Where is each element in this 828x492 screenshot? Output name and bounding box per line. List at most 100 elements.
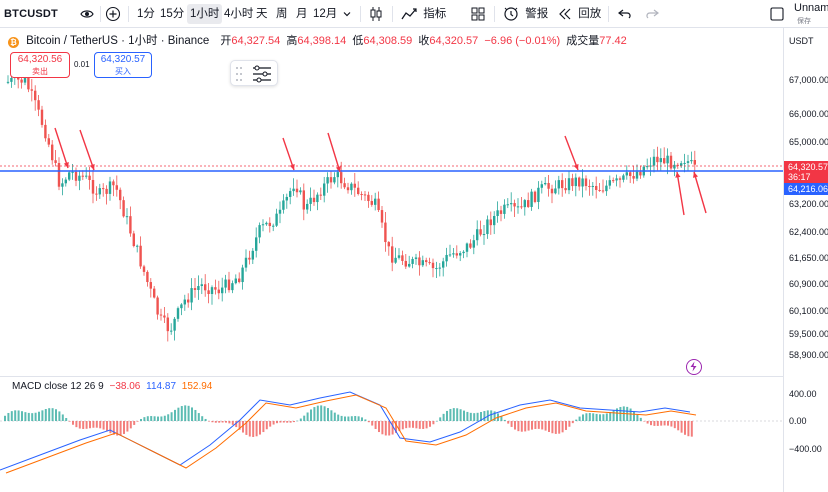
timeframe-month[interactable]: 月 [296, 8, 308, 20]
macd-histogram-bar [588, 412, 591, 421]
candle-body [136, 245, 139, 247]
axis-currency[interactable]: USDT [789, 36, 814, 46]
macd-histogram-bar [34, 412, 37, 421]
candle-body [272, 225, 275, 227]
candle-body [666, 155, 669, 164]
arrow-annotation [564, 135, 579, 171]
macd-histogram-bar [208, 421, 210, 422]
undo-icon[interactable] [618, 0, 632, 28]
macd-histogram-bar [197, 413, 200, 421]
timeframe-1m[interactable]: 1分 [137, 8, 155, 20]
macd-histogram-bar [245, 421, 248, 435]
candle-body [241, 267, 244, 283]
macd-histogram-bar [252, 421, 255, 437]
candle-body [493, 215, 496, 226]
layout-name[interactable]: Unnamed [794, 2, 828, 14]
candle-body [469, 243, 472, 248]
alert-icon [503, 7, 519, 21]
macd-histogram-bar [58, 411, 61, 421]
plus-icon[interactable] [105, 0, 121, 28]
macd-histogram-bar [146, 416, 149, 421]
candles-icon[interactable] [368, 0, 384, 28]
pane-divider[interactable] [0, 376, 783, 377]
candle-body [571, 178, 574, 187]
timeframe-day[interactable]: 天 [256, 8, 268, 20]
macd-histogram-bar [201, 416, 204, 421]
macd-histogram-bar [180, 406, 183, 421]
timeframe-15m[interactable]: 15分 [160, 8, 185, 20]
price-axis[interactable] [783, 28, 828, 492]
candle-body [248, 257, 251, 260]
candle-body [363, 194, 367, 196]
timeframe-12m[interactable]: 12月 [313, 8, 338, 20]
sell-button[interactable]: 64,320.56 卖出 [10, 52, 70, 78]
macd-histogram-bar [14, 410, 17, 421]
arrow-annotation [693, 171, 707, 214]
macd-histogram-bar [235, 421, 238, 428]
redo-icon[interactable] [645, 0, 659, 28]
candle-body [537, 187, 540, 202]
drawing-toolbar-handle[interactable] [230, 60, 278, 86]
candle-body [204, 284, 207, 291]
macd-histogram-bar [422, 421, 425, 429]
buy-button[interactable]: 64,320.57 买入 [94, 52, 152, 78]
lightning-icon[interactable] [686, 359, 702, 375]
candle-body [550, 188, 554, 194]
symbol-search[interactable]: BTCUSDT [4, 8, 58, 20]
candle-body [435, 268, 438, 270]
macd-histogram-bar [503, 419, 506, 421]
candle-body [115, 185, 118, 190]
candle-body [547, 182, 550, 189]
candle-body [584, 178, 588, 187]
macd-histogram-bar [690, 421, 693, 437]
candle-body [431, 262, 435, 269]
timeframe-1h[interactable]: 1小时 [187, 4, 223, 24]
eye-icon[interactable] [80, 0, 94, 28]
candle-body [44, 124, 47, 139]
fullscreen-icon[interactable] [770, 0, 784, 28]
chevron-down-icon[interactable] [342, 0, 352, 28]
macd-histogram-bar [78, 421, 81, 429]
macd-histogram-bar [184, 405, 187, 421]
macd-histogram-bar [449, 408, 452, 421]
candle-body [54, 160, 57, 163]
macd-histogram-bar [41, 410, 44, 421]
replay-button[interactable]: 回放 [558, 0, 601, 28]
candle-body [57, 162, 61, 187]
candle-body [523, 200, 526, 208]
candle-body [292, 188, 295, 192]
macd-histogram-bar [265, 421, 268, 430]
macd-histogram-bar [483, 411, 486, 421]
candle-body [370, 201, 373, 205]
macd-histogram-bar [231, 421, 234, 425]
macd-signal-line [5, 394, 697, 474]
macd-histogram-bar [51, 408, 54, 421]
timeframe-week[interactable]: 周 [276, 8, 288, 20]
macd-histogram-bar [174, 409, 176, 421]
candle-body [544, 182, 547, 185]
macd-tick: −400.00 [789, 444, 822, 454]
macd-histogram-bar [129, 421, 132, 429]
alert-button[interactable]: 警报 [503, 0, 548, 28]
macd-histogram-bar [255, 421, 258, 437]
arrow-annotation [282, 137, 295, 171]
candle-body [462, 251, 465, 254]
replay-icon [558, 8, 572, 20]
layout-icon[interactable] [470, 0, 486, 28]
timeframe-4h[interactable]: 4小时 [224, 8, 254, 20]
candle-body [231, 283, 234, 291]
macd-title[interactable]: MACD close 12 26 9 [12, 381, 104, 392]
macd-histogram-bar [303, 415, 306, 421]
candle-body [74, 171, 78, 181]
macd-histogram-bar [106, 421, 108, 432]
save-label[interactable]: 保存 [797, 18, 811, 25]
symbol-title[interactable]: Bitcoin / TetherUS · 1小时 · Binance [26, 35, 210, 47]
chart-canvas[interactable] [0, 28, 828, 492]
arrow-head [89, 164, 95, 170]
macd-histogram-bar [378, 421, 380, 433]
high-label: 高 [286, 35, 298, 47]
macd-histogram-bar [163, 415, 166, 421]
candle-body [656, 156, 659, 163]
candle-body [142, 266, 146, 272]
indicators-button[interactable]: 指标 [401, 0, 446, 28]
